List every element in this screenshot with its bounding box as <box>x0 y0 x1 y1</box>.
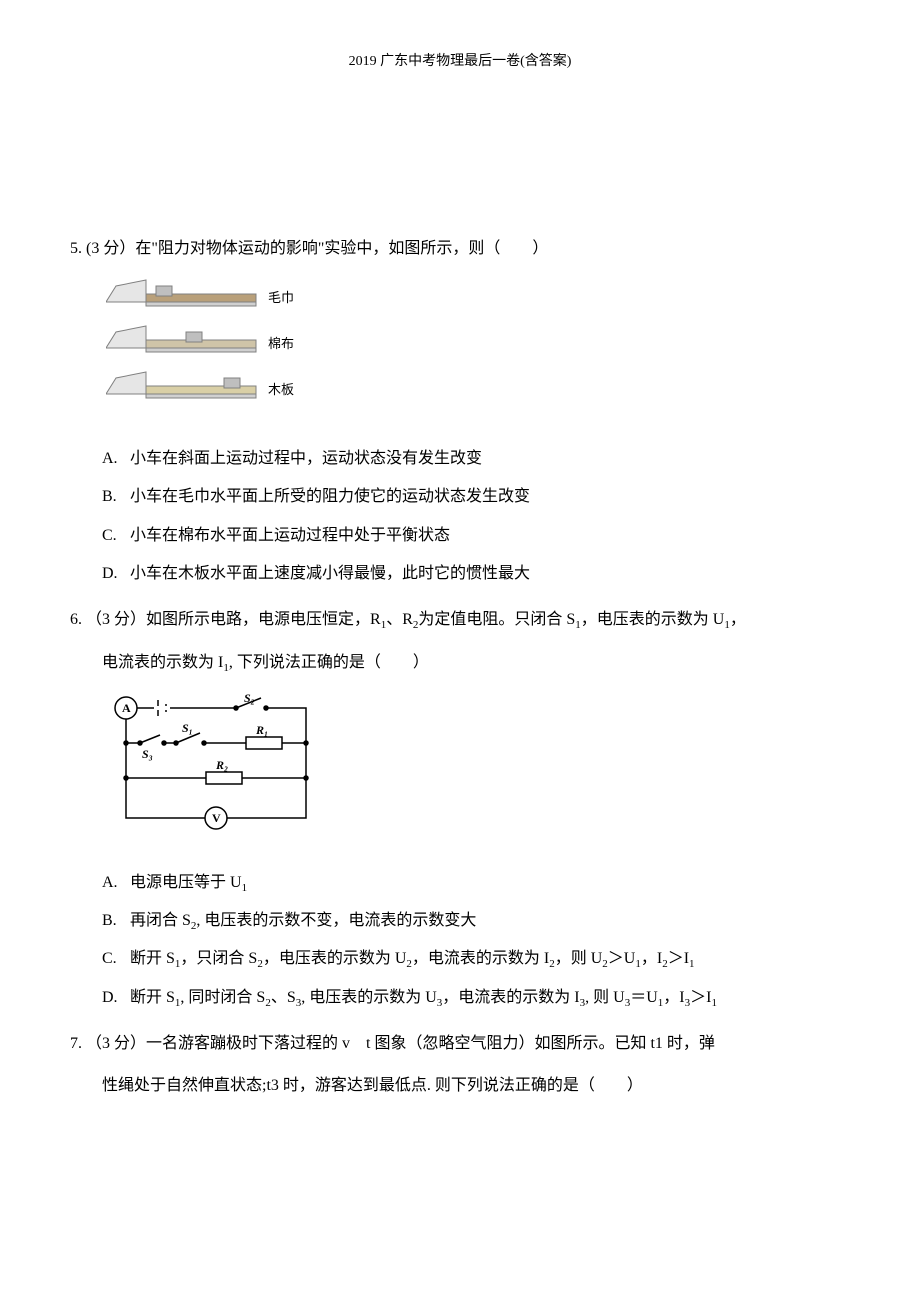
q6-d-t1: 断开 S <box>130 989 175 1006</box>
q5-option-a: A. 小车在斜面上运动过程中，运动状态没有发生改变 <box>102 440 850 478</box>
r2-label: R₂ <box>215 758 228 772</box>
option-label-a: A. <box>102 440 126 478</box>
q5-figure: 毛巾 棉布 <box>106 274 316 429</box>
s1-label: S₁ <box>182 721 193 735</box>
q5-option-d: D. 小车在木板水平面上速度减小得最慢，此时它的惯性最大 <box>102 555 850 593</box>
q6-option-b: B. 再闭合 S2, 电压表的示数不变，电流表的示数变大 <box>102 902 850 940</box>
q5-option-c: C. 小车在棉布水平面上运动过程中处于平衡状态 <box>102 517 850 555</box>
q6-option-a: A. 电源电压等于 U1 <box>102 864 850 902</box>
q7-number: 7. <box>70 1035 82 1052</box>
q5-points: (3 分） <box>86 240 135 257</box>
s2-label: S₂ <box>244 691 255 705</box>
q5-number: 5. <box>70 240 82 257</box>
q7-stem-line2: 性绳处于自然伸直状态;t3 时，游客达到最低点. 则下列说法正确的是（ ） <box>102 1067 850 1105</box>
header-title: 2019 广东中考物理最后一卷(含答案) <box>349 54 572 69</box>
option-label-d: D. <box>102 555 126 593</box>
q6-points: （3 分） <box>86 611 146 628</box>
q6-stem: 6. （3 分）如图所示电路，电源电压恒定，R1、R2为定值电阻。只闭合 S1，… <box>70 601 850 639</box>
q5-option-b: B. 小车在毛巾水平面上所受的阻力使它的运动状态发生改变 <box>102 478 850 516</box>
q6-stem-line2: 电流表的示数为 I1, 下列说法正确的是（ ） <box>102 644 850 682</box>
sub: 1 <box>242 882 248 894</box>
sub: 1 <box>689 958 695 970</box>
s3-label: S₃ <box>142 747 153 761</box>
q6-d-t5: ，电流表的示数为 I <box>442 989 579 1006</box>
q6-stem-p2: 、R <box>386 611 413 628</box>
q7-stem-p1: 一名游客蹦极时下落过程的 v t 图象（忽略空气阻力）如图所示。已知 t1 时，… <box>146 1035 715 1052</box>
option-label-c: C. <box>102 517 126 555</box>
svg-text:毛巾: 毛巾 <box>268 290 294 305</box>
q7-stem: 7. （3 分）一名游客蹦极时下落过程的 v t 图象（忽略空气阻力）如图所示。… <box>70 1025 850 1063</box>
q6-c-t7: ，I <box>641 950 662 967</box>
q6-c-t5: ，则 U <box>555 950 603 967</box>
q6-c-t4: ，电流表的示数为 I <box>412 950 549 967</box>
q6-d-t8: ，I <box>663 989 684 1006</box>
option-label-c: C. <box>102 940 126 978</box>
q6-d-t9: ＞I <box>690 989 711 1006</box>
q6-c-t8: ＞I <box>668 950 689 967</box>
option-label-d: D. <box>102 979 126 1017</box>
q6-d-t6: , 则 U <box>585 989 625 1006</box>
q6-stem-p1: 如图所示电路，电源电压恒定，R <box>146 611 381 628</box>
q6-figure: A V S₁ S₂ S₃ R₁ R₂ <box>106 688 850 853</box>
q6-stem-p4: ，电压表的示数为 U <box>581 611 725 628</box>
q6-b-post: , 电压表的示数不变，电流表的示数变大 <box>196 912 476 929</box>
circuit-svg: A V S₁ S₂ S₃ R₁ R₂ <box>106 688 326 838</box>
page-header: 2019 广东中考物理最后一卷(含答案) <box>70 50 850 70</box>
ramps-svg: 毛巾 棉布 <box>106 274 316 414</box>
q5-option-d-text: 小车在木板水平面上速度减小得最慢，此时它的惯性最大 <box>130 565 530 582</box>
r1-label: R₁ <box>255 723 268 737</box>
option-label-b: B. <box>102 902 126 940</box>
q5-option-a-text: 小车在斜面上运动过程中，运动状态没有发生改变 <box>130 450 482 467</box>
q6-stem-p3: 为定值电阻。只闭合 S <box>418 611 575 628</box>
svg-text:棉布: 棉布 <box>268 336 294 351</box>
q6-c-t6: ＞U <box>608 950 636 967</box>
option-label-a: A. <box>102 864 126 902</box>
q6-d-t7: ＝U <box>630 989 658 1006</box>
q5-option-b-text: 小车在毛巾水平面上所受的阻力使它的运动状态发生改变 <box>130 488 530 505</box>
q6-c-t2: ，只闭合 S <box>180 950 257 967</box>
q5-stem: 5. (3 分）在"阻力对物体运动的影响"实验中，如图所示，则（ ） <box>70 230 850 268</box>
q6-c-t3: ，电压表的示数为 U <box>263 950 407 967</box>
question-7: 7. （3 分）一名游客蹦极时下落过程的 v t 图象（忽略空气阻力）如图所示。… <box>70 1025 850 1106</box>
q6-option-c: C. 断开 S1，只闭合 S2，电压表的示数为 U2，电流表的示数为 I2，则 … <box>102 940 850 978</box>
q7-points: （3 分） <box>86 1035 146 1052</box>
q6-stem-p5: ， <box>730 611 746 628</box>
ammeter-label: A <box>122 701 131 715</box>
q6-c-t1: 断开 S <box>130 950 175 967</box>
q6-stem-l2-p2: , 下列说法正确的是（ ） <box>229 654 429 671</box>
q5-stem-text: 在"阻力对物体运动的影响"实验中，如图所示，则（ ） <box>135 240 548 257</box>
question-5: 5. (3 分）在"阻力对物体运动的影响"实验中，如图所示，则（ ） 毛巾 <box>70 230 850 593</box>
q5-option-c-text: 小车在棉布水平面上运动过程中处于平衡状态 <box>130 527 450 544</box>
sub: 1 <box>711 997 717 1009</box>
q6-option-d: D. 断开 S1, 同时闭合 S2、S3, 电压表的示数为 U3，电流表的示数为… <box>102 979 850 1017</box>
option-label-b: B. <box>102 478 126 516</box>
question-6: 6. （3 分）如图所示电路，电源电压恒定，R1、R2为定值电阻。只闭合 S1，… <box>70 601 850 1017</box>
q7-stem-l2: 性绳处于自然伸直状态;t3 时，游客达到最低点. 则下列说法正确的是（ ） <box>102 1077 643 1094</box>
svg-text:木板: 木板 <box>268 382 294 397</box>
q6-stem-l2-p1: 电流表的示数为 I <box>102 654 223 671</box>
q6-a-text: 电源电压等于 U <box>130 874 242 891</box>
q6-d-t2: , 同时闭合 S <box>180 989 265 1006</box>
q6-d-t4: , 电压表的示数为 U <box>301 989 437 1006</box>
q6-b-pre: 再闭合 S <box>130 912 191 929</box>
voltmeter-label: V <box>212 811 221 825</box>
q6-d-t3: 、S <box>271 989 296 1006</box>
q6-number: 6. <box>70 611 82 628</box>
